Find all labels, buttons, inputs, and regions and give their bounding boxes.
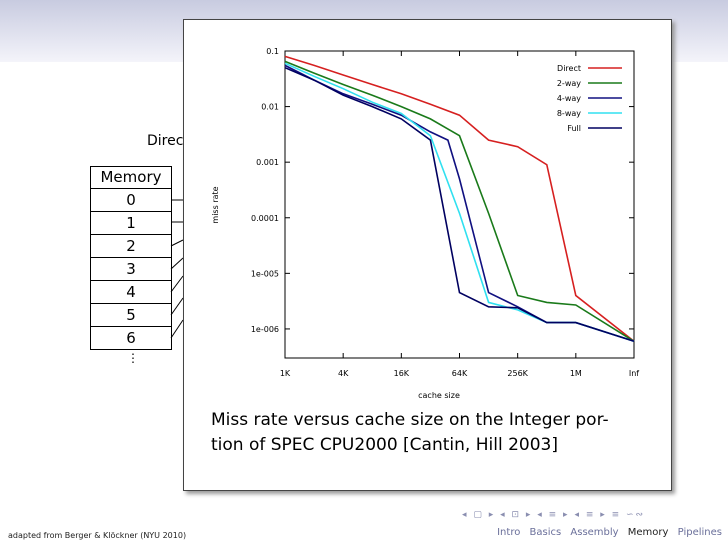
memory-cell: 6: [126, 329, 136, 347]
chart-caption-line: tion of SPEC CPU2000 [Cantin, Hill 2003]: [211, 435, 558, 455]
series-line-full: [284, 66, 635, 343]
x-tick-label: 4K: [338, 369, 349, 378]
footer-credit: adapted from Berger & Klöckner (NYU 2010…: [8, 531, 187, 540]
x-axis-label: cache size: [418, 391, 460, 400]
x-tick-label: 16K: [394, 369, 410, 378]
x-tick-label: 1K: [280, 369, 291, 378]
y-tick-label: 1e-005: [251, 269, 279, 278]
memory-table: Memory 0 1 2 3 4 5 6 ⋮: [90, 166, 172, 364]
memory-cell: 1: [91, 212, 171, 235]
partial-slide-title: Direc: [147, 133, 184, 149]
miss-rate-chart: 0.1 0.01 0.001 0.0001 1e-005 1e-006 1K 4K 16K 64…: [211, 47, 639, 400]
x-tick-label: 64K: [452, 369, 468, 378]
memory-cell: 3: [91, 258, 171, 281]
y-axis-label: miss rate: [211, 186, 220, 223]
memory-table-header: Memory: [91, 167, 171, 189]
nav-section-basics[interactable]: Basics: [529, 527, 562, 538]
x-tick-label: 1M: [570, 369, 582, 378]
series-line-direct: [284, 55, 635, 342]
beamer-nav-icons[interactable]: ◂ ▢ ▸ ◂ ⊡ ▸ ◂ ≡ ▸ ◂ ≡ ▸ ≡ ∽∾: [462, 510, 646, 520]
y-tick-label: 0.0001: [251, 214, 279, 223]
series-line-2-way: [284, 60, 635, 342]
legend-label: Direct: [557, 64, 581, 73]
y-tick-label: 0.01: [261, 103, 279, 112]
section-navigation: Intro Basics Assembly Memory Pipelines: [491, 527, 722, 538]
nav-section-pipelines[interactable]: Pipelines: [677, 527, 722, 538]
nav-section-memory[interactable]: Memory: [627, 527, 669, 538]
memory-cell: 4: [91, 281, 171, 304]
legend-label: 2-way: [557, 79, 581, 88]
plot-frame: [284, 50, 635, 359]
chart-caption-line: Miss rate versus cache size on the Integ…: [211, 410, 609, 430]
nav-section-assembly[interactable]: Assembly: [570, 527, 619, 538]
memory-cell: 5: [91, 304, 171, 327]
y-tick-label: 0.1: [266, 47, 279, 56]
x-tick-label: Inf: [629, 369, 639, 378]
chart-caption: Miss rate versus cache size on the Integ…: [211, 408, 661, 458]
y-tick-label: 1e-006: [251, 325, 279, 334]
legend-label: 8-way: [557, 109, 581, 118]
legend-label: Full: [567, 124, 581, 133]
memory-cell: 2: [91, 235, 171, 258]
legend-label: 4-way: [557, 94, 581, 103]
memory-cell: 0: [91, 189, 171, 212]
y-tick-label: 0.001: [256, 158, 279, 167]
nav-section-intro[interactable]: Intro: [497, 527, 521, 538]
chart-popup: 0.1 0.01 0.001 0.0001 1e-005 1e-006 1K 4K 16K 64…: [183, 19, 672, 491]
x-tick-label: 256K: [507, 369, 528, 378]
